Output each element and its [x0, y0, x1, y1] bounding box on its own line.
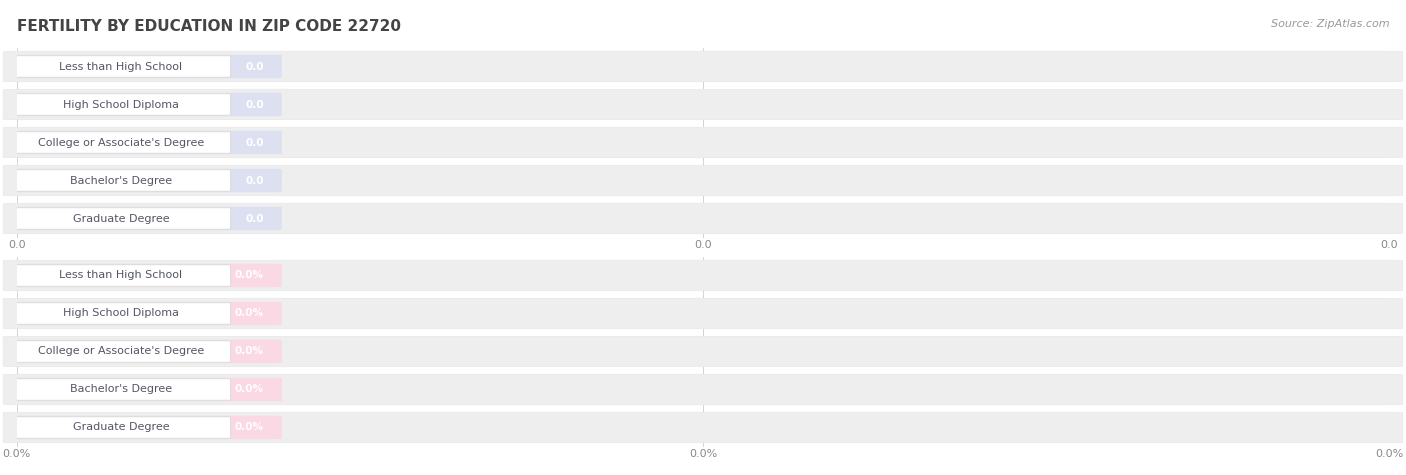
FancyBboxPatch shape — [6, 302, 281, 325]
Text: Bachelor's Degree: Bachelor's Degree — [70, 384, 172, 395]
Text: 0.0: 0.0 — [246, 137, 264, 148]
Text: Graduate Degree: Graduate Degree — [73, 422, 169, 433]
Text: Source: ZipAtlas.com: Source: ZipAtlas.com — [1271, 19, 1389, 29]
FancyBboxPatch shape — [3, 127, 1403, 158]
FancyBboxPatch shape — [11, 265, 231, 286]
FancyBboxPatch shape — [3, 89, 1403, 120]
FancyBboxPatch shape — [3, 412, 1403, 443]
Text: 0.0: 0.0 — [246, 99, 264, 110]
FancyBboxPatch shape — [11, 56, 231, 77]
FancyBboxPatch shape — [6, 340, 281, 363]
FancyBboxPatch shape — [11, 94, 231, 115]
Text: 0.0: 0.0 — [246, 213, 264, 224]
Text: 0.0%: 0.0% — [235, 422, 264, 433]
FancyBboxPatch shape — [11, 132, 231, 153]
Text: 0.0%: 0.0% — [235, 308, 264, 319]
FancyBboxPatch shape — [6, 416, 281, 439]
FancyBboxPatch shape — [3, 298, 1403, 329]
Text: High School Diploma: High School Diploma — [63, 99, 179, 110]
FancyBboxPatch shape — [11, 379, 231, 400]
Text: 0.0%: 0.0% — [235, 384, 264, 395]
FancyBboxPatch shape — [3, 203, 1403, 234]
FancyBboxPatch shape — [11, 417, 231, 438]
FancyBboxPatch shape — [6, 55, 281, 78]
Text: High School Diploma: High School Diploma — [63, 308, 179, 319]
Text: College or Associate's Degree: College or Associate's Degree — [38, 346, 204, 357]
Text: Less than High School: Less than High School — [59, 61, 183, 72]
FancyBboxPatch shape — [6, 378, 281, 401]
FancyBboxPatch shape — [11, 341, 231, 362]
Text: Less than High School: Less than High School — [59, 270, 183, 281]
FancyBboxPatch shape — [11, 303, 231, 324]
FancyBboxPatch shape — [11, 208, 231, 229]
Text: 0.0%: 0.0% — [235, 346, 264, 357]
FancyBboxPatch shape — [3, 374, 1403, 405]
FancyBboxPatch shape — [6, 264, 281, 287]
FancyBboxPatch shape — [6, 169, 281, 192]
Text: 0.0: 0.0 — [246, 175, 264, 186]
FancyBboxPatch shape — [3, 51, 1403, 82]
Text: Graduate Degree: Graduate Degree — [73, 213, 169, 224]
FancyBboxPatch shape — [6, 93, 281, 116]
FancyBboxPatch shape — [3, 260, 1403, 291]
Text: FERTILITY BY EDUCATION IN ZIP CODE 22720: FERTILITY BY EDUCATION IN ZIP CODE 22720 — [17, 19, 401, 34]
Text: Bachelor's Degree: Bachelor's Degree — [70, 175, 172, 186]
Text: 0.0%: 0.0% — [235, 270, 264, 281]
FancyBboxPatch shape — [3, 165, 1403, 196]
FancyBboxPatch shape — [11, 170, 231, 191]
FancyBboxPatch shape — [6, 207, 281, 230]
FancyBboxPatch shape — [6, 131, 281, 154]
Text: 0.0: 0.0 — [246, 61, 264, 72]
FancyBboxPatch shape — [3, 336, 1403, 367]
Text: College or Associate's Degree: College or Associate's Degree — [38, 137, 204, 148]
